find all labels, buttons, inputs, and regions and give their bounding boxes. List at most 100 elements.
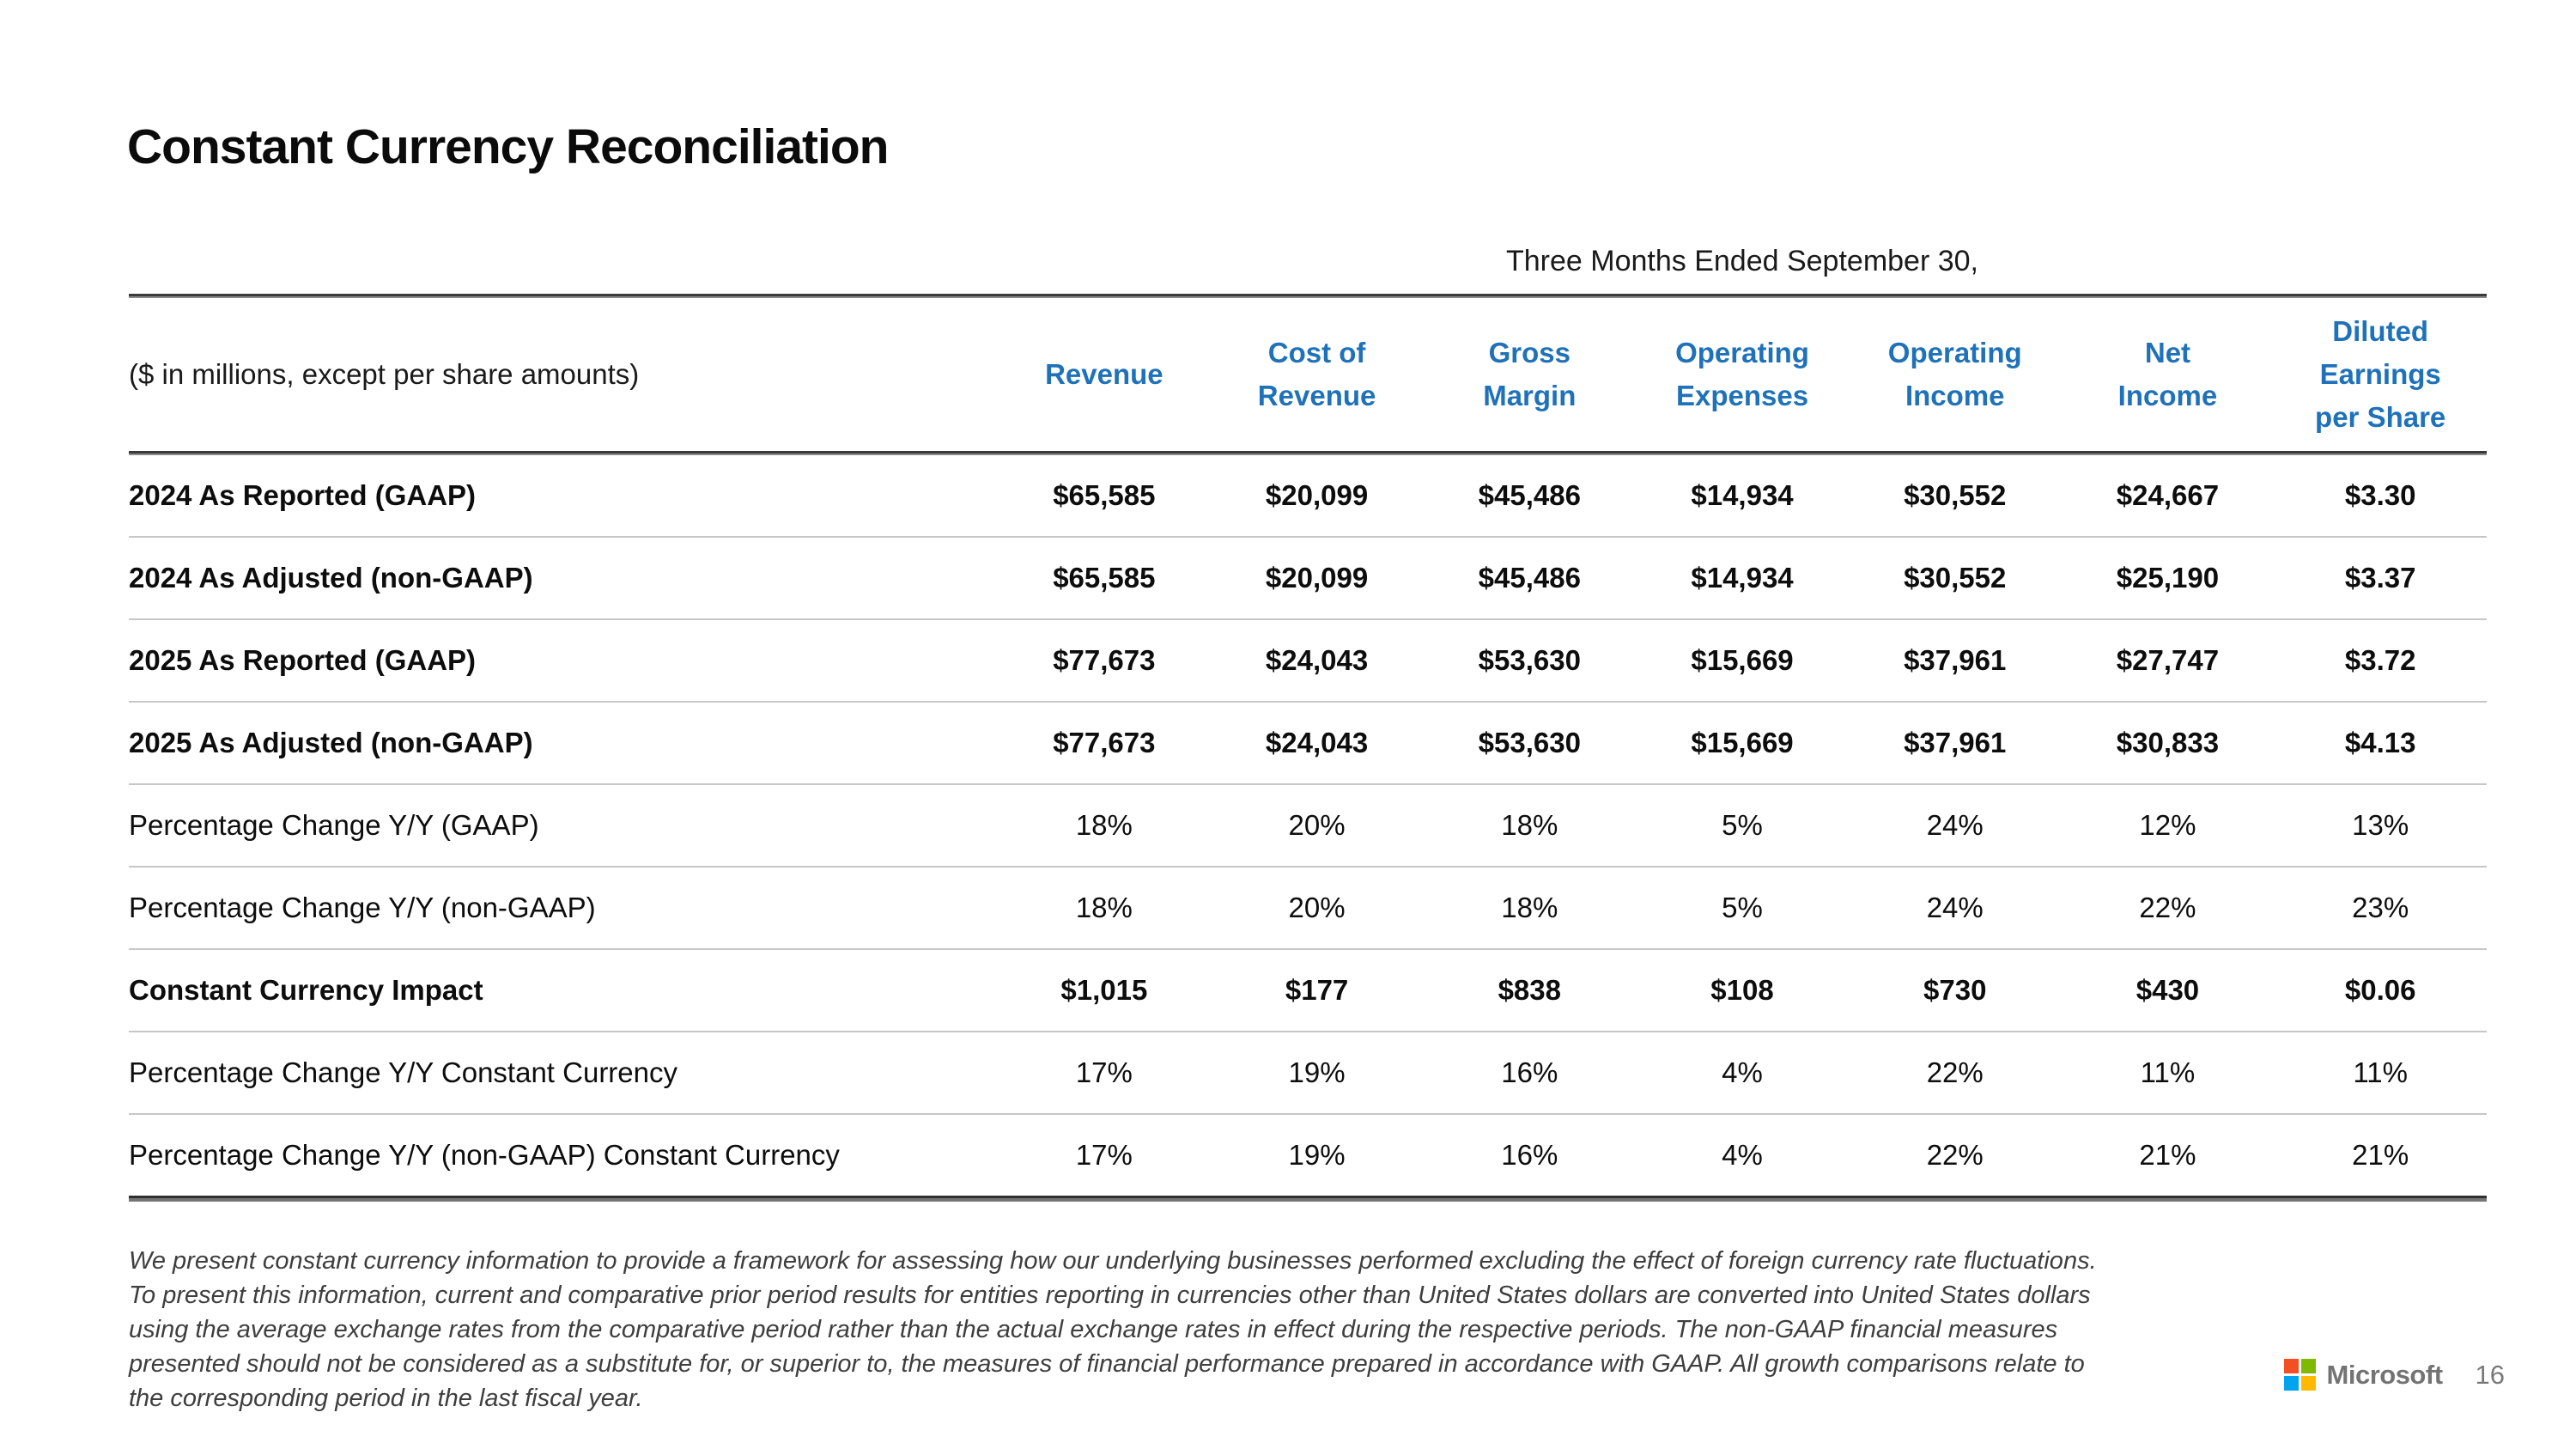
table-cell: $45,486 <box>1478 479 1581 511</box>
table-cell: 11% <box>2140 1056 2196 1088</box>
table-cell: 4% <box>1722 1139 1763 1171</box>
table-row: Percentage Change Y/Y Constant Currency 1… <box>129 1032 2487 1115</box>
table-cell: $3.72 <box>2344 644 2416 676</box>
table-cell: 11% <box>2353 1056 2408 1088</box>
table-cell: 21% <box>2352 1139 2409 1171</box>
table-cell: $3.37 <box>2344 562 2416 594</box>
table-cell: 22% <box>1926 1056 1984 1088</box>
table-cell: 16% <box>1501 1139 1558 1171</box>
row-label-header: ($ in millions, except per share amounts… <box>129 358 640 390</box>
table-row: Percentage Change Y/Y (GAAP) 18% 20% 18% 5% 2… <box>129 785 2487 868</box>
page-number: 16 <box>2475 1359 2505 1390</box>
column-header-row: ($ in millions, except per share amounts… <box>129 298 2487 451</box>
row-label: Percentage Change Y/Y (non-GAAP) Constan… <box>129 1139 840 1171</box>
table-cell: 18% <box>1501 809 1558 841</box>
table-cell: $730 <box>1923 974 1987 1006</box>
table-cell: $45,486 <box>1478 562 1581 594</box>
table-cell: $77,673 <box>1053 644 1156 676</box>
table-cell: 17% <box>1075 1056 1133 1088</box>
table-cell: $24,667 <box>2116 479 2220 511</box>
table-cell: $65,585 <box>1053 479 1156 511</box>
table-cell: $24,043 <box>1265 727 1369 758</box>
table-cell: 16% <box>1501 1056 1558 1088</box>
table-cell: $27,747 <box>2116 644 2220 676</box>
table-cell: 24% <box>1926 892 1984 923</box>
table-row: Percentage Change Y/Y (non-GAAP) 18% 20% 18… <box>129 868 2487 950</box>
page-title: Constant Currency Reconciliation <box>127 119 889 174</box>
table-period-header: Three Months Ended September 30, <box>1506 245 1978 277</box>
table-cell: $30,833 <box>2116 727 2220 758</box>
table-cell: 13% <box>2352 809 2409 841</box>
table-cell: 22% <box>2139 892 2196 923</box>
table-row: 2025 As Reported (GAAP) $77,673 $24,043 $53… <box>129 620 2487 703</box>
column-header: Gross Margin <box>1483 337 1577 411</box>
row-label: Constant Currency Impact <box>129 974 483 1006</box>
table-cell: 5% <box>1722 892 1763 923</box>
table-cell: 21% <box>2139 1139 2196 1171</box>
table-cell: $108 <box>1710 974 1774 1006</box>
table-cell: 18% <box>1501 892 1558 923</box>
table-cell: 22% <box>1926 1139 1984 1171</box>
table-cell: $838 <box>1498 974 1561 1006</box>
column-header: Cost of Revenue <box>1257 337 1376 411</box>
table-cell: 20% <box>1288 809 1346 841</box>
row-label: 2024 As Adjusted (non-GAAP) <box>129 562 533 594</box>
table-cell: 5% <box>1722 809 1763 841</box>
table-cell: $77,673 <box>1053 727 1156 758</box>
table-cell: 12% <box>2139 809 2196 841</box>
table-cell: $14,934 <box>1691 562 1794 594</box>
table-row: 2024 As Reported (GAAP) $65,585 $20,099 $45… <box>129 455 2487 538</box>
column-header: Revenue <box>1045 358 1163 390</box>
table-cell: 18% <box>1075 892 1133 923</box>
table-cell: $430 <box>2136 974 2200 1006</box>
table-cell: $37,961 <box>1904 644 2007 676</box>
logo-square-red <box>2283 1359 2299 1373</box>
row-label: Percentage Change Y/Y (non-GAAP) <box>129 892 596 923</box>
row-label: 2024 As Reported (GAAP) <box>129 479 477 511</box>
table-top-rule <box>129 294 2487 298</box>
table-cell: $3.30 <box>2344 479 2416 511</box>
table-row: Constant Currency Impact $1,015 $177 $838 $1… <box>129 950 2487 1032</box>
table-cell: 19% <box>1288 1139 1346 1171</box>
table-cell: 18% <box>1075 809 1133 841</box>
row-label: 2025 As Reported (GAAP) <box>129 644 477 676</box>
table-cell: $177 <box>1285 974 1349 1006</box>
table-cell: $20,099 <box>1265 479 1369 511</box>
table-cell: 23% <box>2352 892 2409 923</box>
table-cell: $65,585 <box>1053 562 1156 594</box>
table-cell: $30,552 <box>1904 479 2007 511</box>
table-cell: $14,934 <box>1691 479 1794 511</box>
table-cell: $1,015 <box>1060 974 1148 1006</box>
table-cell: $37,961 <box>1904 727 2007 758</box>
table-row: 2025 As Adjusted (non-GAAP) $77,673 $24,04… <box>129 703 2487 785</box>
table-cell: $20,099 <box>1265 562 1369 594</box>
reconciliation-table: Three Months Ended September 30, ($ in m… <box>129 242 2487 1202</box>
column-header: Operating Income <box>1887 337 2022 411</box>
row-label: 2025 As Adjusted (non-GAAP) <box>129 727 533 758</box>
table-cell: 19% <box>1288 1056 1346 1088</box>
column-header: Diluted Earnings per Share <box>2315 315 2446 433</box>
table-row: Percentage Change Y/Y (non-GAAP) Constan… <box>129 1115 2487 1196</box>
table-cell: $53,630 <box>1478 644 1581 676</box>
logo-square-blue <box>2283 1376 2299 1391</box>
table-cell: $15,669 <box>1691 727 1794 758</box>
footer-brand: Microsoft 16 <box>2283 1359 2505 1391</box>
table-bottom-rule <box>129 1196 2487 1202</box>
microsoft-wordmark: Microsoft <box>2326 1359 2444 1390</box>
table-cell: 4% <box>1722 1056 1763 1088</box>
table-cell: $25,190 <box>2116 562 2220 594</box>
table-cell: $24,043 <box>1265 644 1369 676</box>
microsoft-logo-icon <box>2283 1359 2316 1391</box>
table-cell: 20% <box>1288 892 1346 923</box>
table-cell: $53,630 <box>1478 727 1581 758</box>
logo-square-yellow <box>2300 1376 2316 1391</box>
table-row: 2024 As Adjusted (non-GAAP) $65,585 $20,09… <box>129 538 2487 620</box>
column-header: Operating Expenses <box>1675 337 1809 411</box>
table-cell: $0.06 <box>2344 974 2416 1006</box>
footnote-text: We present constant currency information… <box>129 1247 2097 1412</box>
table-body: 2024 As Reported (GAAP) $65,585 $20,099 $45… <box>129 455 2487 1196</box>
table-cell: $4.13 <box>2344 727 2416 758</box>
column-header: Net Income <box>2117 337 2218 411</box>
table-cell: $15,669 <box>1691 644 1794 676</box>
